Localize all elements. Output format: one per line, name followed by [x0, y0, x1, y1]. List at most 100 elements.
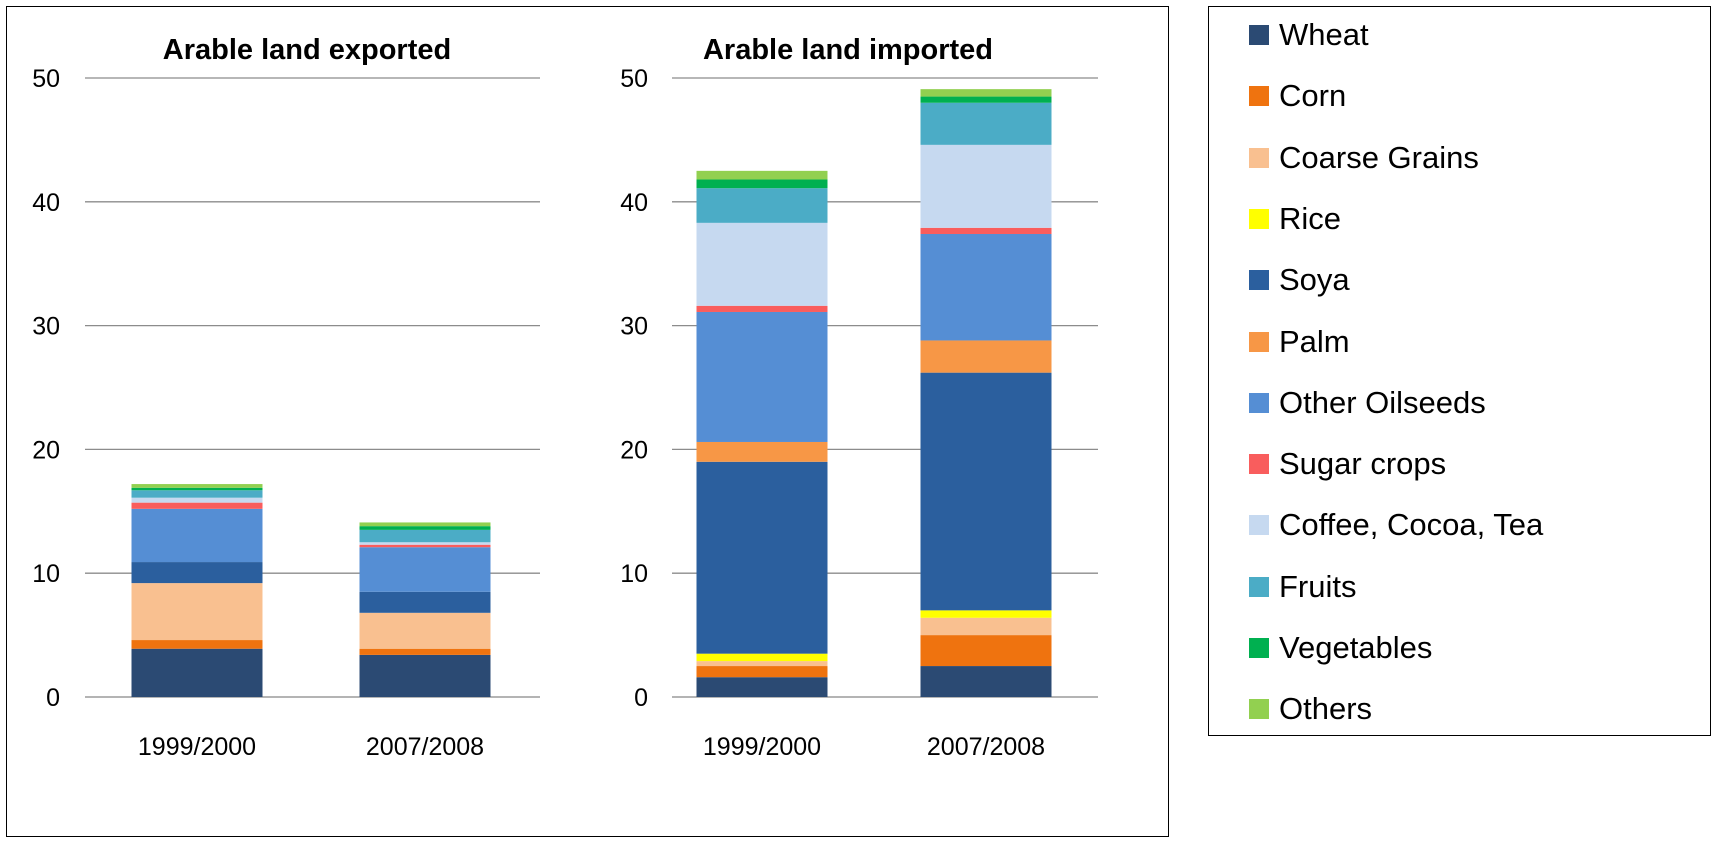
bar-segment	[696, 188, 828, 223]
legend-label: Others	[1279, 691, 1373, 727]
x-category-label: 2007/2008	[927, 733, 1045, 761]
legend-swatch	[1249, 25, 1269, 45]
bar-segment	[696, 222, 828, 306]
y-tick-label: 50	[620, 65, 648, 93]
bar-segment	[359, 522, 491, 527]
bar-segment	[696, 677, 828, 697]
legend-item: Fruits	[1249, 567, 1357, 607]
bar-segment	[696, 653, 828, 662]
bar-segment	[359, 547, 491, 592]
legend-item: Sugar crops	[1249, 444, 1446, 484]
legend-label: Sugar crops	[1279, 446, 1447, 482]
bar-segment	[131, 487, 263, 491]
legend-swatch	[1249, 638, 1269, 658]
bar-segment	[131, 484, 263, 488]
legend-item: Palm	[1249, 322, 1350, 362]
chart-1: Arable land imported 0 10 20 30 40 50 1999/2000…	[620, 34, 1098, 761]
bar-segment	[359, 542, 491, 545]
bar-segment	[920, 89, 1052, 97]
bar-segment	[131, 583, 263, 641]
bar-segment	[920, 227, 1052, 234]
chart-title: Arable land imported	[703, 34, 993, 66]
legend-swatch	[1249, 699, 1269, 720]
bar-segment	[696, 170, 828, 180]
bar-segment	[131, 640, 263, 649]
legend-label: Rice	[1279, 200, 1342, 236]
legend: Wheat Corn Coarse Grains Rice Soya Palm Other …	[1208, 6, 1711, 736]
bar-segment	[359, 526, 491, 530]
plot-area-frame	[6, 6, 1169, 837]
legend-item: Vegetables	[1249, 628, 1432, 668]
bar-segment	[696, 311, 828, 442]
bar-segment	[131, 648, 263, 697]
bar-segment	[920, 233, 1052, 341]
y-tick-label: 20	[620, 436, 648, 464]
bar-segment	[696, 666, 828, 678]
legend-swatch	[1249, 454, 1269, 475]
legend-label: Other Oilseeds	[1279, 384, 1486, 420]
legend-label: Fruits	[1279, 568, 1357, 604]
legend-label: Vegetables	[1279, 630, 1433, 665]
y-tick-label: 50	[32, 65, 60, 93]
legend-item: Others	[1249, 689, 1372, 729]
bar-segment	[920, 610, 1052, 618]
bar-segment	[920, 666, 1052, 697]
bar-segment	[920, 617, 1052, 636]
y-tick-label: 0	[634, 684, 648, 712]
bar-segment	[131, 508, 263, 563]
legend-swatch	[1249, 86, 1269, 107]
y-tick-label: 0	[46, 684, 60, 712]
y-tick-label: 30	[620, 313, 648, 341]
chart-0: Arable land exported 0 10 20 30 40 50 1999/2000…	[32, 34, 540, 761]
legend-label: Wheat	[1279, 17, 1369, 52]
bar-segment	[920, 96, 1052, 103]
bar-segment	[696, 661, 828, 667]
legend-label: Coffee, Cocoa, Tea	[1279, 507, 1544, 543]
bar-segment	[359, 648, 491, 655]
bar-segment	[920, 144, 1052, 228]
legend-swatch	[1249, 147, 1269, 168]
legend-swatch	[1249, 331, 1269, 352]
legend-label: Corn	[1279, 78, 1347, 114]
legend-item: Soya	[1249, 260, 1350, 300]
x-category-label: 2007/2008	[366, 733, 484, 761]
bar-segment	[359, 591, 491, 613]
bar-segment	[359, 654, 491, 697]
x-category-label: 1999/2000	[138, 733, 256, 761]
legend-item: Coarse Grains	[1249, 138, 1479, 178]
bar-segment	[920, 102, 1052, 145]
legend-item: Wheat	[1249, 15, 1369, 55]
bar-segment	[359, 612, 491, 649]
legend-swatch	[1249, 576, 1269, 597]
legend-label: Soya	[1279, 262, 1350, 298]
legend-label: Palm	[1279, 323, 1350, 359]
bar-segment	[920, 340, 1052, 373]
bar-segment	[131, 497, 263, 503]
legend-item: Coffee, Cocoa, Tea	[1249, 505, 1543, 545]
bar-segment	[696, 441, 828, 462]
y-tick-label: 10	[620, 560, 648, 588]
legend-item: Corn	[1249, 76, 1346, 116]
stacked-bar-charts: Arable land exported 0 10 20 30 40 50 1999/2000…	[32, 34, 1098, 761]
legend-item: Other Oilseeds	[1249, 383, 1486, 423]
legend-label: Coarse Grains	[1279, 139, 1479, 175]
bar-segment	[131, 562, 263, 584]
y-tick-label: 40	[620, 189, 648, 217]
bar-segment	[696, 461, 828, 654]
bar-segment	[920, 372, 1052, 611]
y-tick-label: 10	[32, 560, 60, 588]
legend-swatch	[1249, 270, 1269, 291]
legend-item: Rice	[1249, 199, 1341, 239]
bar-segment	[131, 502, 263, 509]
chart-title: Arable land exported	[163, 34, 451, 66]
bar-segment	[920, 635, 1052, 667]
legend-swatch	[1249, 515, 1269, 536]
bar-segment	[131, 490, 263, 498]
bar-segment	[696, 179, 828, 189]
bar-segment	[359, 529, 491, 543]
legend-swatch	[1249, 208, 1269, 229]
y-tick-label: 40	[32, 189, 60, 217]
bar-segment	[696, 305, 828, 312]
x-category-label: 1999/2000	[703, 733, 821, 761]
bar-segment	[359, 544, 491, 548]
